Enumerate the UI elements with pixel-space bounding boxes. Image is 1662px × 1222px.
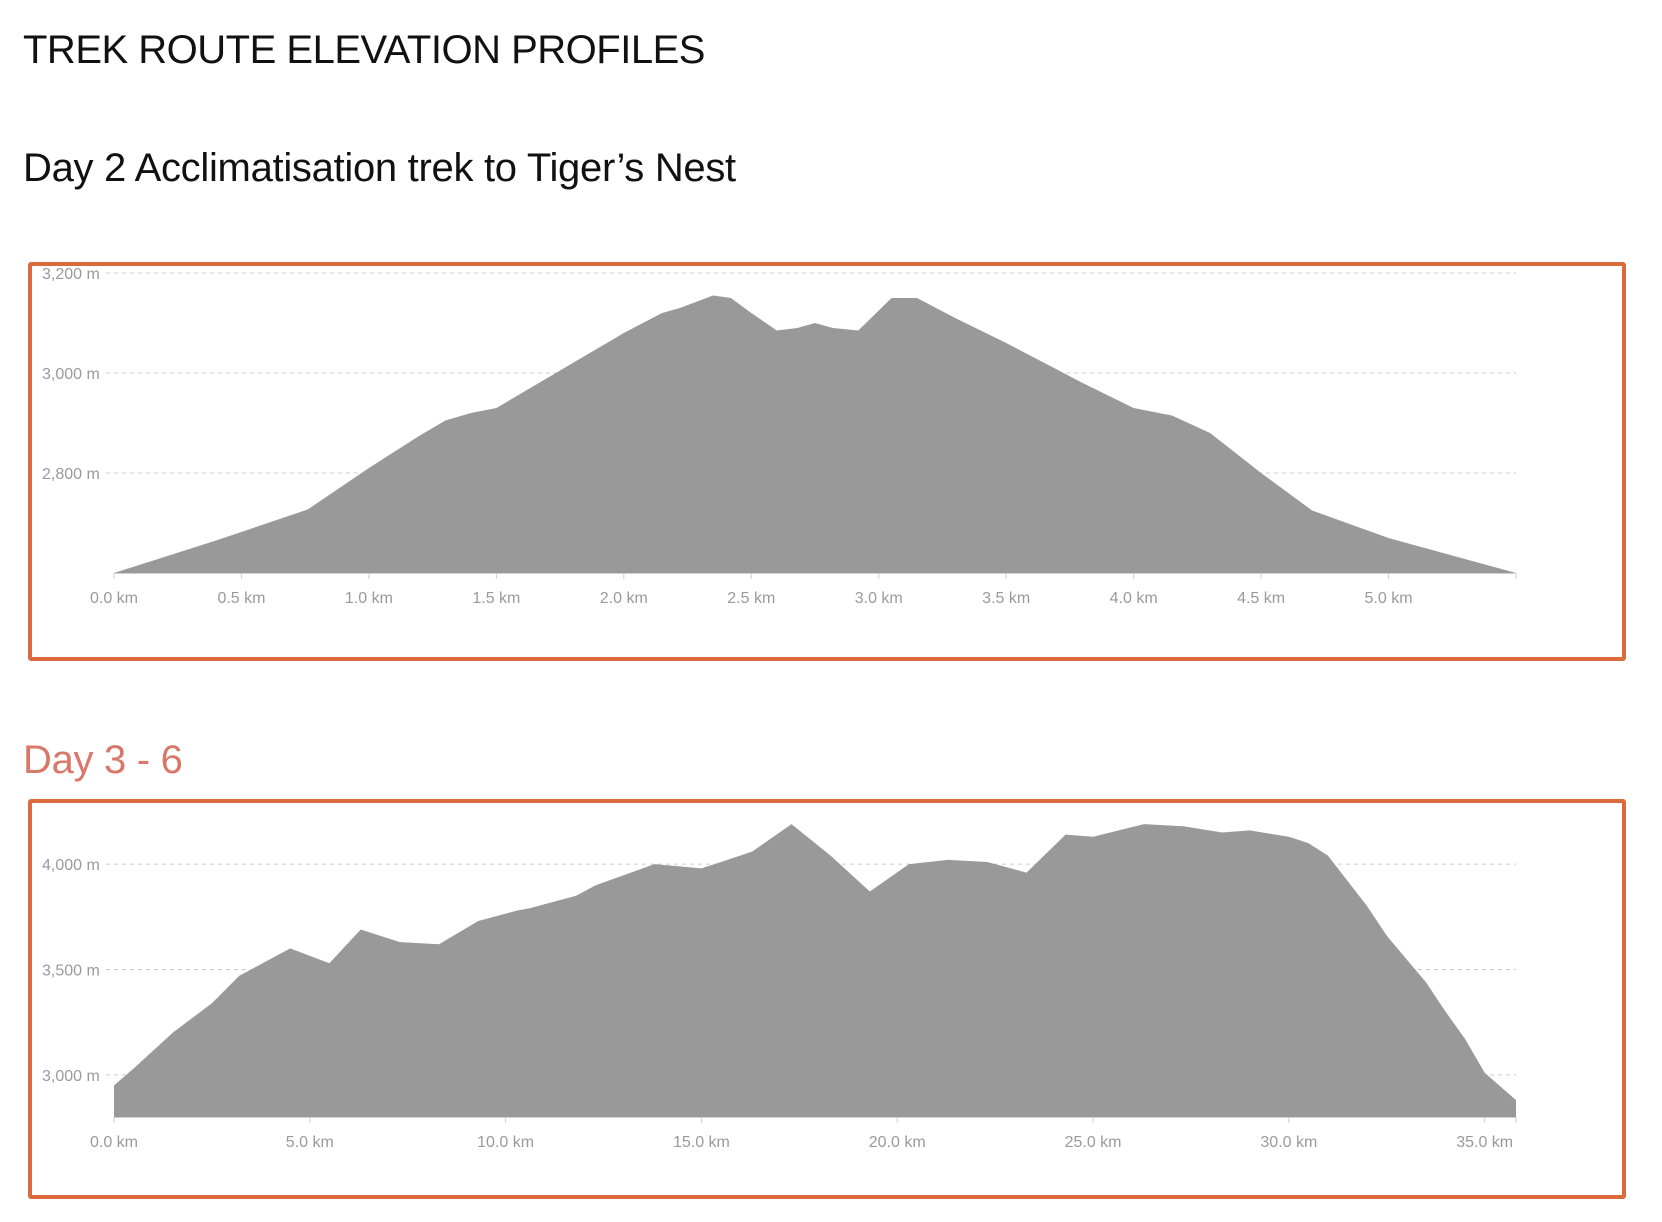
- day2-x-tick-label: 2.5 km: [727, 590, 775, 607]
- day3-6-x-tick-label: 10.0 km: [477, 1134, 534, 1151]
- day3-6-elevation-area: [114, 824, 1516, 1117]
- page-title: TREK ROUTE ELEVATION PROFILES: [23, 28, 705, 72]
- day2-y-tick-label: 3,200 m: [42, 266, 100, 283]
- day3-6-x-tick-label: 5.0 km: [286, 1134, 334, 1151]
- chart-frame-day-3-6: 3,000 m 3,500 m 4,000 m 0.0 km 5.0 km 10.0 km…: [28, 799, 1626, 1199]
- day2-x-tick-label: 2.0 km: [600, 590, 648, 607]
- day2-x-tick-label: 3.0 km: [855, 590, 903, 607]
- day3-6-y-tick-label: 4,000 m: [42, 857, 100, 874]
- day2-x-tick-label: 1.0 km: [345, 590, 393, 607]
- day2-x-tick-label: 3.5 km: [982, 590, 1030, 607]
- day3-6-y-tick-label: 3,500 m: [42, 963, 100, 980]
- day2-y-tick-label: 3,000 m: [42, 366, 100, 383]
- day2-elevation-area: [114, 295, 1516, 573]
- section-title-day-3-6: Day 3 - 6: [23, 738, 183, 782]
- day2-x-tick-label: 0.0 km: [90, 590, 138, 607]
- day2-x-tick-label: 4.0 km: [1110, 590, 1158, 607]
- day3-6-x-tick-label: 35.0 km: [1456, 1134, 1513, 1151]
- day2-x-tick-label: 1.5 km: [472, 590, 520, 607]
- day3-6-y-tick-label: 3,000 m: [42, 1068, 100, 1085]
- elevation-chart-day-3-6: 3,000 m 3,500 m 4,000 m 0.0 km 5.0 km 10.0 km…: [42, 824, 1517, 1151]
- day3-6-x-tick-label: 0.0 km: [90, 1134, 138, 1151]
- day3-6-x-tick-label: 20.0 km: [869, 1134, 926, 1151]
- day3-6-x-tick-label: 15.0 km: [673, 1134, 730, 1151]
- day3-6-x-tick-label: 30.0 km: [1260, 1134, 1317, 1151]
- chart-frame-day-2: 2,800 m 3,000 m 3,200 m 0.0 km 0.5 km 1.0 km 1…: [28, 262, 1626, 661]
- day2-x-tick-label: 0.5 km: [217, 590, 265, 607]
- elevation-chart-day-2: 2,800 m 3,000 m 3,200 m 0.0 km 0.5 km 1.0 km 1…: [42, 266, 1517, 607]
- day3-6-x-tick-label: 25.0 km: [1065, 1134, 1122, 1151]
- section-title-day-2: Day 2 Acclimatisation trek to Tiger’s Ne…: [23, 146, 736, 190]
- day2-x-tick-label: 5.0 km: [1365, 590, 1413, 607]
- day2-y-tick-label: 2,800 m: [42, 466, 100, 483]
- day2-x-tick-label: 4.5 km: [1237, 590, 1285, 607]
